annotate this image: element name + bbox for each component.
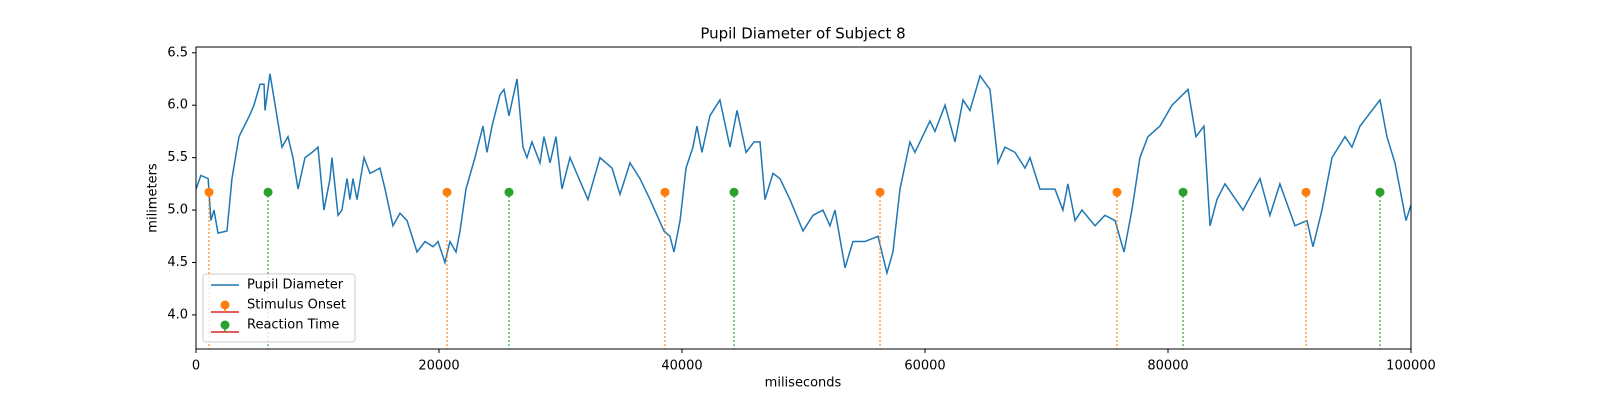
x-tick-label: 60000: [904, 359, 945, 374]
x-tick-label: 80000: [1147, 359, 1188, 374]
stem-marker: [204, 187, 214, 197]
legend-marker: [220, 320, 230, 330]
x-tick-label: 40000: [661, 359, 702, 374]
y-tick-label: 5.0: [167, 203, 188, 218]
stem-marker: [442, 187, 452, 197]
x-tick-label: 100000: [1386, 359, 1436, 374]
stem-marker: [660, 187, 670, 197]
stem-marker: [875, 187, 885, 197]
stem-marker: [1375, 187, 1385, 197]
legend-marker: [220, 300, 230, 310]
x-tick-label: 20000: [418, 359, 459, 374]
legend: Pupil Diameter Stimulus Onset Reaction Tim…: [202, 273, 356, 343]
stem-marker: [1301, 187, 1311, 197]
legend-box: [202, 273, 356, 343]
stem-marker: [504, 187, 514, 197]
stem-marker: [729, 187, 739, 197]
legend-label: Pupil Diameter: [247, 278, 344, 293]
stem-marker: [1112, 187, 1122, 197]
stem-marker: [1178, 187, 1188, 197]
y-tick-label: 5.5: [167, 150, 188, 165]
x-tick-label: 0: [192, 359, 200, 374]
y-axis-label: milimeters: [146, 163, 161, 233]
legend-label: Stimulus Onset: [247, 298, 346, 313]
y-tick-label: 6.0: [167, 98, 188, 113]
y-tick-label: 6.5: [167, 45, 188, 60]
y-tick-label: 4.5: [167, 255, 188, 270]
axes-frame: [195, 46, 1412, 350]
chart-title: Pupil Diameter of Subject 8: [700, 25, 905, 43]
plot-area: [196, 73, 1411, 349]
legend-label: Reaction Time: [247, 318, 339, 333]
x-axis-label: miliseconds: [765, 376, 842, 391]
stem-marker: [263, 187, 273, 197]
y-tick-label: 4.0: [167, 307, 188, 322]
data-line: [196, 73, 1411, 276]
